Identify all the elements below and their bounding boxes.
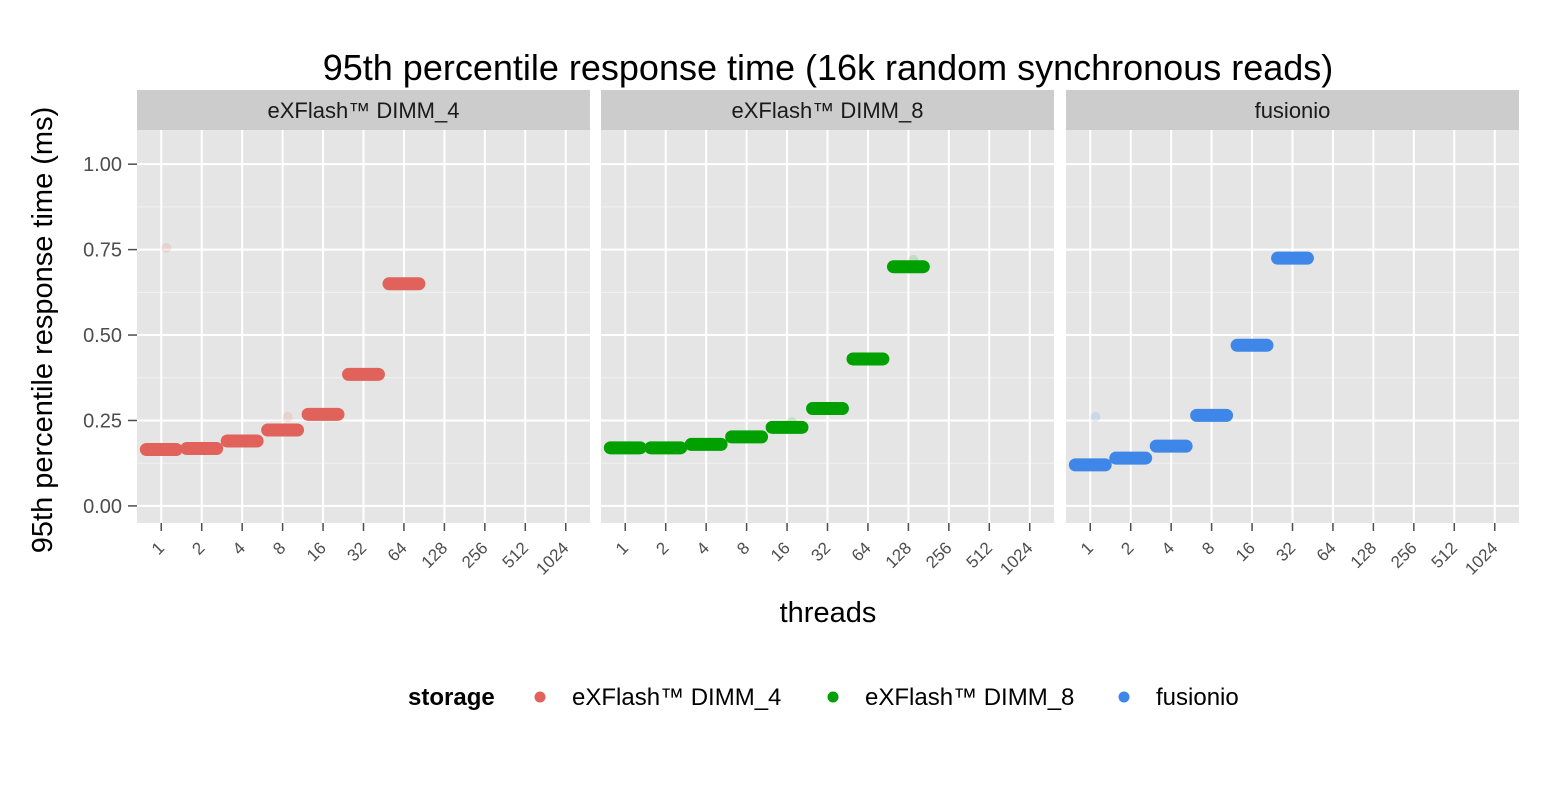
panel-strip <box>1066 90 1519 130</box>
panel-1: eXFlash™ DIMM_8 1 2 4 8 16 32 64 128 256 512 1024 <box>601 90 1054 579</box>
x-tick-label: 512 <box>1428 538 1461 571</box>
data-point-cluster <box>603 441 647 455</box>
x-tick-label: 1024 <box>532 538 572 578</box>
legend-title: storage <box>408 684 495 711</box>
x-tick-label: 64 <box>384 538 411 565</box>
x-tick-label: 16 <box>767 538 794 565</box>
x-tick-label: 256 <box>922 538 955 571</box>
legend-label: fusionio <box>1156 684 1239 711</box>
x-tick-label: 8 <box>1198 538 1218 558</box>
x-tick-label: 2 <box>652 538 672 558</box>
data-point-cluster <box>382 277 426 291</box>
x-tick-label: 512 <box>963 538 996 571</box>
legend-key <box>827 691 839 703</box>
x-tick-label: 1024 <box>996 538 1036 578</box>
panel-strip-label: eXFlash™ DIMM_4 <box>268 98 460 123</box>
x-tick-label: 64 <box>1313 538 1340 565</box>
x-axis-title: threads <box>780 597 877 629</box>
outlier-point <box>282 412 293 423</box>
data-point-cluster <box>644 441 688 455</box>
panel-strip <box>137 90 590 130</box>
x-tick-label: 16 <box>1232 538 1259 565</box>
legend-label: eXFlash™ DIMM_4 <box>572 684 781 711</box>
x-tick-label: 512 <box>499 538 532 571</box>
x-tick-label: 128 <box>1347 538 1380 571</box>
data-point-cluster <box>1230 338 1274 352</box>
panel-0: eXFlash™ DIMM_4 1 2 4 8 16 32 64 128 256 512 1024 <box>137 90 590 579</box>
x-tick-label: 256 <box>1387 538 1420 571</box>
data-point-cluster <box>1068 458 1112 472</box>
x-tick-label: 32 <box>808 538 835 565</box>
data-point-cluster <box>342 367 385 381</box>
data-point-cluster <box>139 443 183 457</box>
x-tick-label: 4 <box>229 538 249 558</box>
x-tick-label: 1 <box>148 538 168 558</box>
data-point-cluster <box>301 407 345 421</box>
x-tick-label: 16 <box>303 538 330 565</box>
x-tick-label: 256 <box>458 538 491 571</box>
y-tick-label: 0.75 <box>83 240 122 262</box>
data-point-cluster <box>1271 251 1314 265</box>
x-tick-label: 8 <box>733 538 753 558</box>
data-point-cluster <box>261 423 305 437</box>
y-tick-label: 0.50 <box>83 325 122 347</box>
legend: storage eXFlash™ DIMM_4 eXFlash™ DIMM_8 fu… <box>408 684 1239 711</box>
y-tick-label: 0.25 <box>83 410 122 432</box>
panel-strip <box>601 90 1054 130</box>
data-point-cluster <box>806 402 849 416</box>
x-tick-label: 128 <box>882 538 915 571</box>
data-point-cluster <box>1109 451 1153 465</box>
x-tick-label: 4 <box>693 538 713 558</box>
legend-label: eXFlash™ DIMM_8 <box>865 684 1074 711</box>
panel-2: fusionio 1 2 4 8 16 32 64 128 256 512 1024 <box>1066 90 1519 579</box>
panel-strip-label: eXFlash™ DIMM_8 <box>732 98 924 123</box>
y-tick-label: 1.00 <box>83 154 122 176</box>
x-tick-label: 1024 <box>1461 538 1501 578</box>
x-tick-label: 1 <box>612 538 632 558</box>
data-point-cluster <box>765 420 809 434</box>
y-tick-label: 0.00 <box>83 496 122 518</box>
x-tick-label: 32 <box>1273 538 1300 565</box>
x-tick-label: 1 <box>1077 538 1097 558</box>
panel-strip-label: fusionio <box>1255 98 1331 123</box>
x-tick-label: 4 <box>1158 538 1178 558</box>
data-point-cluster <box>886 260 930 274</box>
legend-key <box>534 691 546 703</box>
data-point-cluster <box>846 352 890 366</box>
x-tick-label: 64 <box>848 538 875 565</box>
y-axis-title: 95th percentile response time (ms) <box>27 107 59 553</box>
data-point-cluster <box>180 442 224 456</box>
data-point-cluster <box>220 434 264 448</box>
outlier-point <box>161 242 172 253</box>
data-point-cluster <box>1190 408 1234 422</box>
chart-title: 95th percentile response time (16k rando… <box>323 47 1334 88</box>
data-point-cluster <box>684 437 728 451</box>
legend-key <box>1118 691 1130 703</box>
x-tick-label: 2 <box>1117 538 1137 558</box>
data-point-cluster <box>1149 439 1193 453</box>
x-tick-label: 128 <box>418 538 451 571</box>
x-tick-label: 32 <box>344 538 371 565</box>
x-tick-label: 8 <box>269 538 289 558</box>
x-tick-label: 2 <box>188 538 208 558</box>
outlier-point <box>1090 412 1101 423</box>
data-point-cluster <box>725 430 769 444</box>
